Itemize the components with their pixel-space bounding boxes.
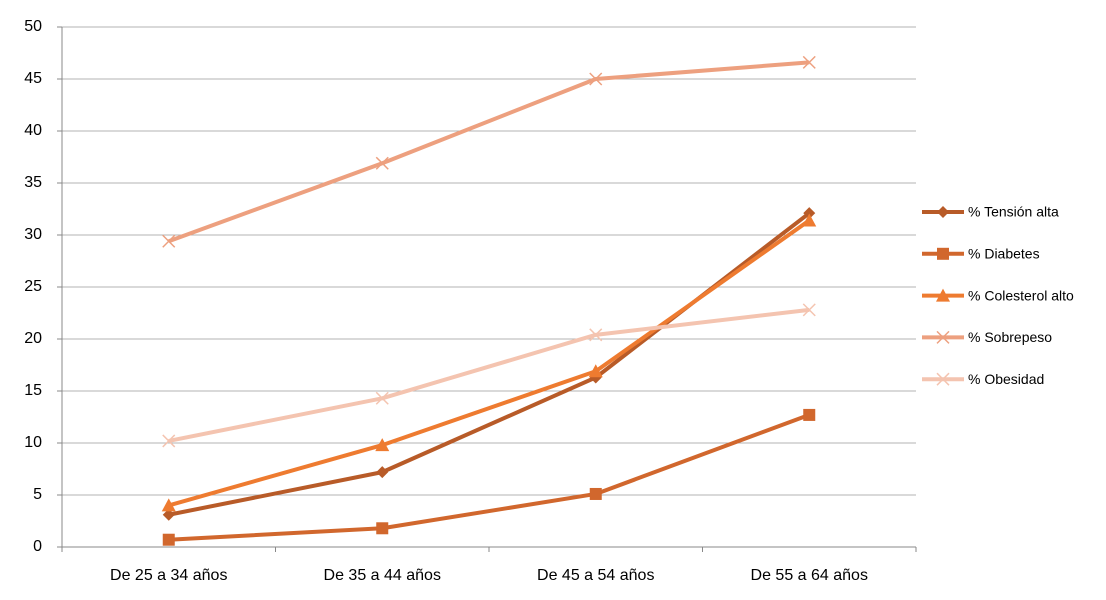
- marker: [375, 391, 389, 405]
- marker: [162, 434, 176, 448]
- marker: [589, 487, 602, 500]
- x-tick-label: De 25 a 34 años: [110, 567, 227, 584]
- legend-label: % Colesterol alto: [968, 287, 1074, 303]
- marker: [376, 466, 389, 479]
- marker: [936, 330, 950, 344]
- marker: [375, 438, 390, 452]
- legend-label: % Tensión alta: [968, 204, 1059, 220]
- series-line: [168, 60, 810, 244]
- marker: [375, 156, 389, 170]
- y-tick-label: 35: [24, 174, 42, 191]
- marker: [162, 234, 176, 248]
- marker: [936, 288, 950, 302]
- marker: [937, 206, 949, 218]
- marker: [588, 364, 603, 378]
- legend-label: % Diabetes: [968, 246, 1040, 262]
- x-tick-label: De 55 a 64 años: [751, 567, 868, 584]
- legend: % Tensión alta % Diabetes % Colesterol alt…: [922, 204, 1074, 387]
- marker: [802, 303, 816, 317]
- x-tick-label: De 45 a 54 años: [537, 567, 654, 584]
- marker: [161, 498, 176, 512]
- marker: [803, 408, 816, 421]
- legend-label: % Sobrepeso: [968, 329, 1052, 345]
- marker: [162, 533, 175, 546]
- marker: [589, 328, 603, 342]
- marker: [162, 508, 175, 521]
- y-tick-label: 30: [24, 226, 42, 243]
- y-tick-label: 25: [24, 278, 42, 295]
- series-line: [168, 307, 810, 443]
- series-line: [168, 413, 810, 542]
- marker: [803, 207, 816, 220]
- y-tick-label: 15: [24, 382, 42, 399]
- marker: [376, 522, 389, 535]
- x-tick-label: De 35 a 44 años: [324, 567, 441, 584]
- y-tick-label: 10: [24, 434, 42, 451]
- marker: [936, 372, 950, 386]
- marker: [937, 247, 949, 260]
- legend-label: % Obesidad: [968, 371, 1044, 387]
- series-line: [168, 211, 811, 517]
- y-tick-label: 5: [33, 486, 42, 503]
- y-tick-label: 20: [24, 330, 42, 347]
- series-line: [168, 218, 811, 508]
- y-tick-label: 0: [33, 538, 42, 555]
- marker: [802, 213, 817, 227]
- marker: [802, 55, 816, 69]
- y-tick-label: 45: [24, 70, 42, 87]
- y-tick-label: 40: [24, 122, 42, 139]
- y-tick-label: 50: [24, 18, 42, 35]
- marker: [589, 72, 603, 86]
